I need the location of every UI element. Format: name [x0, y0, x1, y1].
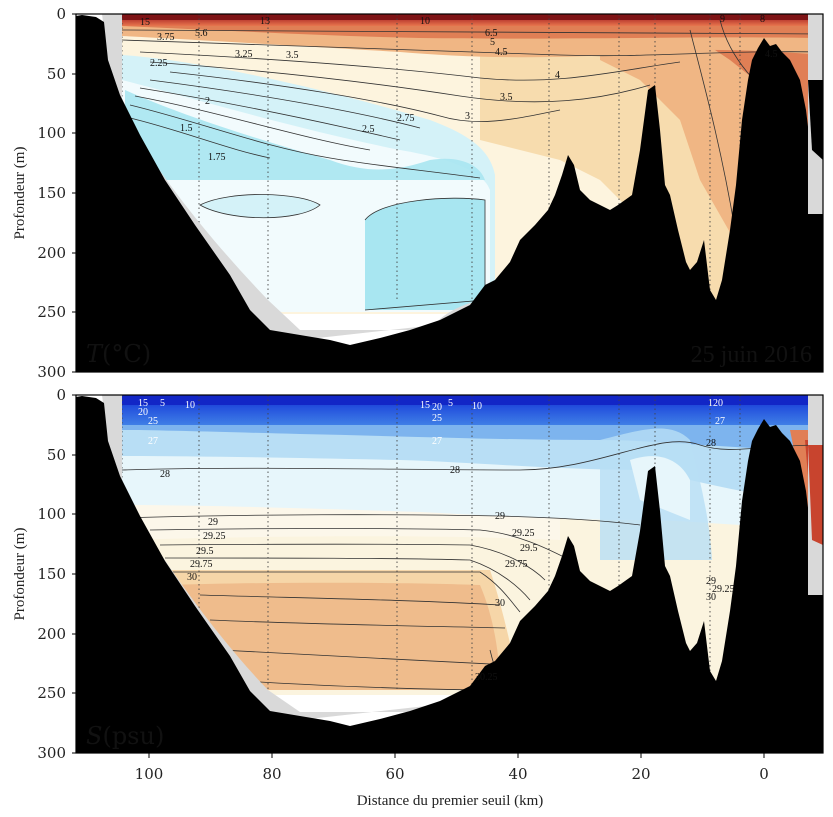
sclabel-25-mid: 25: [432, 413, 442, 424]
temperature-unit: (°C): [102, 340, 151, 368]
salinity-panel-label: S(psu): [86, 722, 164, 750]
clabel-5: 5: [490, 37, 495, 48]
clabel-2: 2: [205, 96, 210, 107]
salinity-contours: [121, 441, 823, 691]
clabel-2-5: 2.5: [362, 124, 375, 135]
sclabel-20-mid: 20: [432, 402, 442, 413]
xtick-40: 40: [508, 765, 527, 783]
salinity-y-ticks: 0 50 100 150 200 250 300: [37, 386, 66, 762]
sclabel-28: 28: [160, 469, 170, 480]
sclabel-5: 5: [160, 398, 165, 409]
sytick-250: 250: [37, 684, 66, 702]
sclabel-30-25: 30.25: [475, 672, 498, 683]
sclabel-29-right: 29: [706, 576, 716, 587]
ytick-200: 200: [37, 244, 66, 262]
sclabel-27: 27: [148, 436, 158, 447]
clabel-2-25: 2.25: [150, 58, 168, 69]
clabel-3-75: 3.75: [157, 32, 175, 43]
sclabel-15-mid: 15: [420, 400, 430, 411]
clabel-2-75: 2.75: [397, 113, 415, 124]
sclabel-30: 30: [187, 572, 197, 583]
seafloor-bathymetry: [76, 15, 823, 372]
ytick-0: 0: [56, 5, 66, 23]
clabel-4-5: 4.5: [495, 47, 508, 58]
clabel-10: 10: [420, 16, 430, 27]
sclabel-29-25-right: 29.25: [712, 584, 735, 595]
sclabel-30-right: 30: [706, 592, 716, 603]
temperature-variable-symbol: T: [86, 340, 104, 368]
sclabel-27-mid: 27: [432, 436, 442, 447]
sclabel-29-5: 29.5: [196, 546, 214, 557]
xtick-60: 60: [385, 765, 404, 783]
clabel-3-5: 3.5: [286, 50, 299, 61]
clabel-5-6: 5.6: [195, 28, 208, 39]
sclabel-30-mid: 30: [495, 598, 505, 609]
temperature-panel-label: T(°C): [86, 340, 151, 368]
sclabel-29: 29: [208, 517, 218, 528]
clabel-1-5: 1.5: [180, 123, 193, 134]
salinity-unit: (psu): [102, 722, 164, 750]
salinity-contour-labels: 15 20 5 10 25 27 28 29 29.25 29.5 29.75 …: [138, 398, 735, 683]
temperature-contour-labels: 15 13 10 9 8 5.6 6.5 3.75 3.25 3.5 4 2.2…: [140, 14, 778, 163]
clabel-1-75: 1.75: [208, 152, 226, 163]
sclabel-5-mid: 5: [448, 398, 453, 409]
salinity-variable-symbol: S: [86, 722, 102, 750]
sclabel-29-75: 29.75: [190, 559, 213, 570]
sytick-0: 0: [56, 386, 66, 404]
clabel-13: 13: [260, 16, 270, 27]
clabel-4: 4: [555, 70, 560, 81]
sclabel-10: 10: [185, 400, 195, 411]
sclabel-120-right: 120: [708, 398, 723, 409]
temperature-field: [122, 14, 823, 314]
ytick-250: 250: [37, 303, 66, 321]
sytick-300: 300: [37, 744, 66, 762]
sclabel-28-right: 28: [706, 438, 716, 449]
sclabel-15: 15: [138, 398, 148, 409]
sclabel-29-25: 29.25: [203, 531, 226, 542]
temperature-panel: 15 13 10 9 8 5.6 6.5 3.75 3.25 3.5 4 2.2…: [12, 5, 824, 381]
ytick-100: 100: [37, 124, 66, 142]
ytick-150: 150: [37, 184, 66, 202]
clabel-9: 9: [720, 14, 725, 25]
x-ticks: 100 80 60 40 20 0: [135, 765, 769, 783]
x-axis-label: Distance du premier seuil (km): [357, 793, 544, 809]
sclabel-20: 20: [138, 407, 148, 418]
xtick-20: 20: [631, 765, 650, 783]
date-label: 25 juin 2016: [691, 342, 812, 368]
sclabel-29-75-mid: 29.75: [505, 559, 528, 570]
clabel-15: 15: [140, 17, 150, 28]
ytick-50: 50: [47, 65, 66, 83]
clabel-4-5-right: 4.5: [765, 49, 778, 60]
clabel-3-5-mid: 3.5: [500, 92, 513, 103]
tick-marks: [72, 13, 765, 758]
xtick-100: 100: [135, 765, 164, 783]
clabel-3-25: 3.25: [235, 49, 253, 60]
sclabel-10-mid: 10: [472, 401, 482, 412]
sytick-200: 200: [37, 625, 66, 643]
clabel-6-5: 6.5: [485, 28, 498, 39]
sclabel-29-25-mid: 29.25: [512, 528, 535, 539]
sclabel-28-mid: 28: [450, 465, 460, 476]
clabel-3: 3: [465, 111, 470, 122]
xtick-0: 0: [759, 765, 769, 783]
salinity-panel: 15 20 5 10 25 27 28 29 29.25 29.5 29.75 …: [12, 386, 824, 809]
salinity-y-axis-label: Profondeur (m): [12, 528, 28, 621]
xtick-80: 80: [262, 765, 281, 783]
sclabel-29-5-mid: 29.5: [520, 543, 538, 554]
temperature-y-axis-label: Profondeur (m): [12, 147, 28, 240]
temperature-y-ticks: 0 50 100 150 200 250 300: [37, 5, 66, 381]
clabel-8: 8: [760, 14, 765, 25]
sytick-100: 100: [37, 505, 66, 523]
seafloor-bathymetry-salinity: [76, 396, 823, 753]
sytick-150: 150: [37, 565, 66, 583]
sytick-50: 50: [47, 446, 66, 464]
sclabel-29-mid: 29: [495, 511, 505, 522]
sclabel-25: 25: [148, 416, 158, 427]
ytick-300: 300: [37, 363, 66, 381]
sclabel-27-right: 27: [715, 416, 725, 427]
